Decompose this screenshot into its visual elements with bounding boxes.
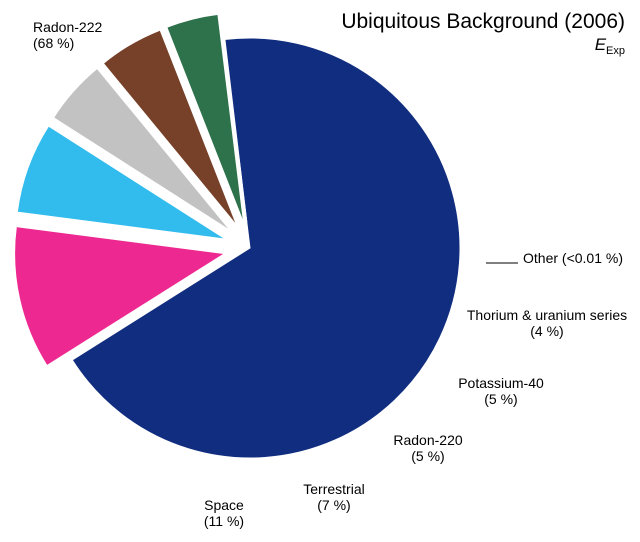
- pie-slices: [15, 14, 460, 458]
- chart-subtitle: EExp: [595, 35, 625, 57]
- slice-label: Space(11 %): [204, 497, 244, 529]
- chart-title: Ubiquitous Background (2006): [341, 10, 625, 33]
- slice-label: Radon-222(68 %): [33, 19, 102, 51]
- slice-label: Terrestrial(7 %): [303, 481, 364, 513]
- slice-label: Thorium & uranium series(4 %): [467, 307, 627, 339]
- slice-label: Radon-220(5 %): [393, 432, 462, 464]
- slice-label: Potassium-40(5 %): [458, 375, 544, 407]
- slice-label: Other (<0.01 %): [523, 250, 623, 266]
- pie-chart: Ubiquitous Background (2006) EExp Radon-…: [0, 0, 640, 542]
